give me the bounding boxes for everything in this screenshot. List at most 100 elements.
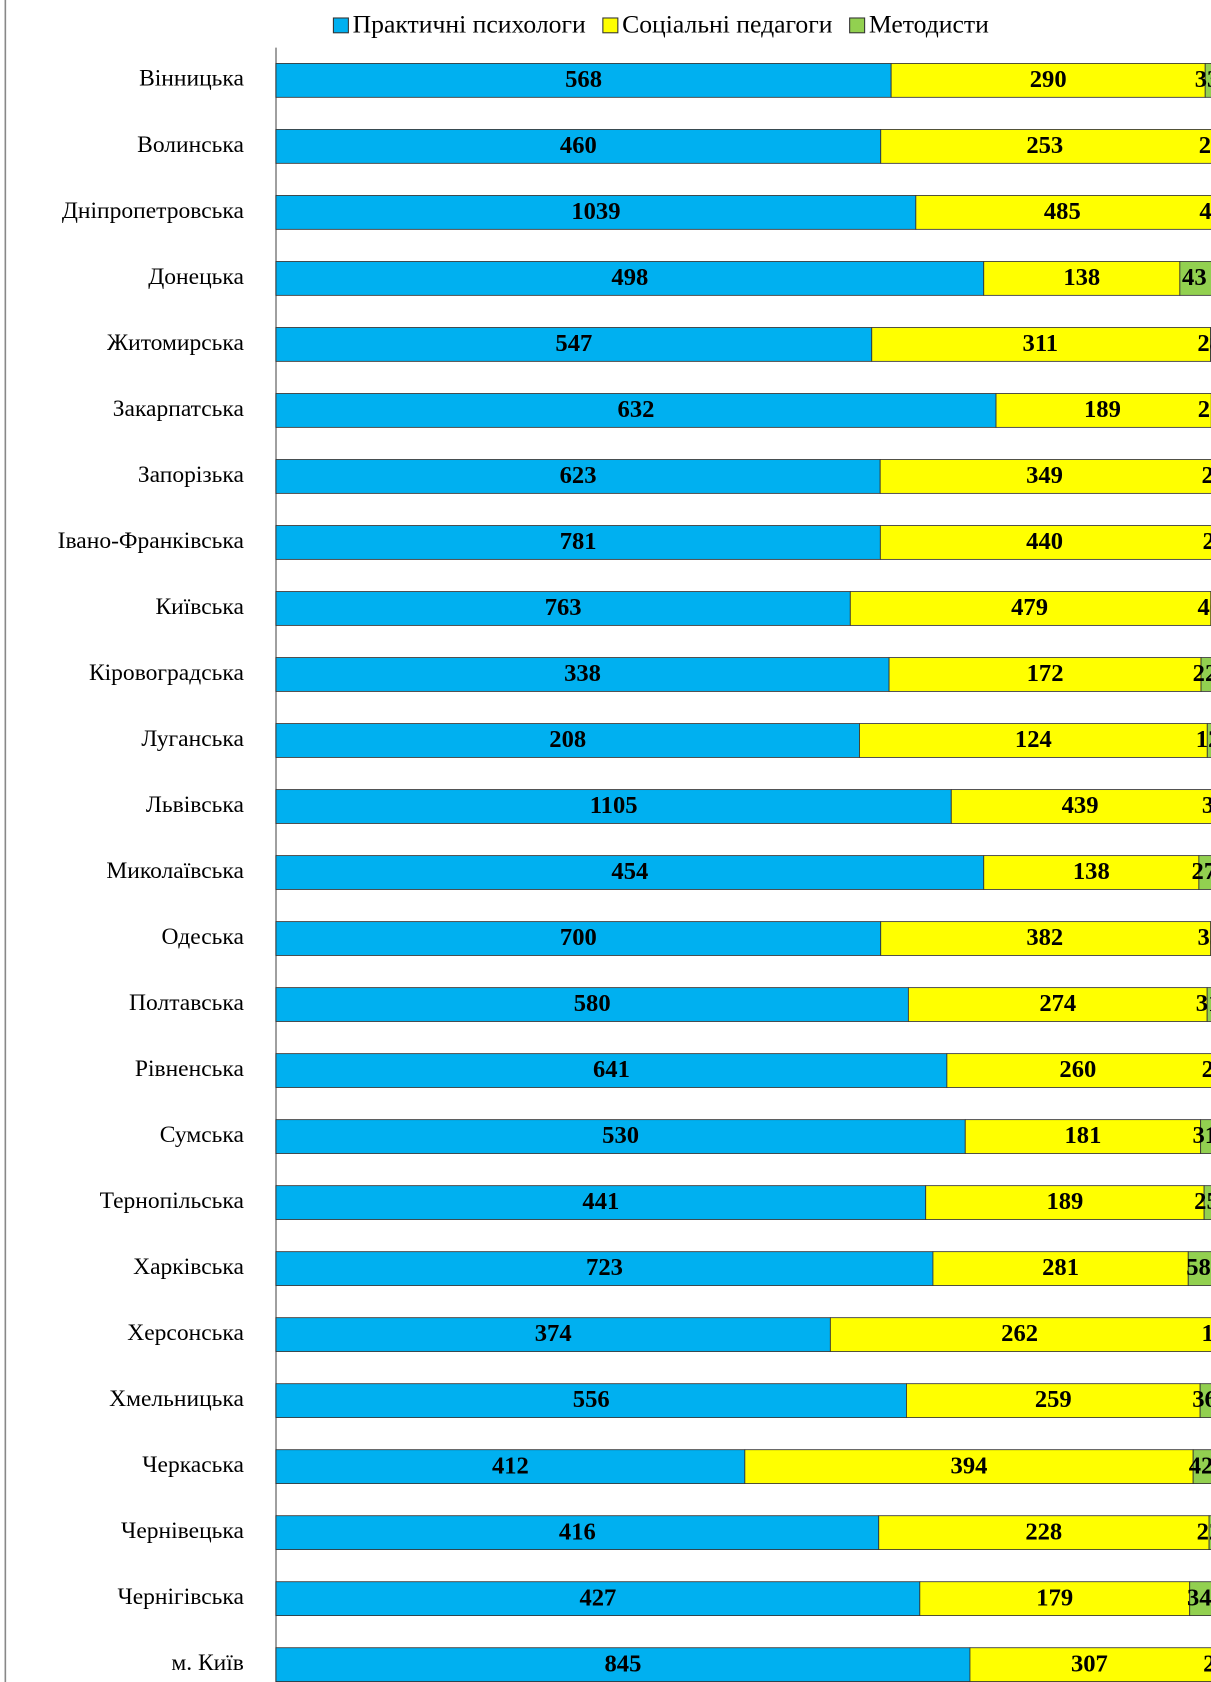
bar-segment: [1200, 657, 1211, 692]
data-label: 623: [560, 462, 597, 489]
category-label: Херсонська: [127, 1320, 244, 1346]
data-label: 43: [1199, 198, 1211, 225]
bar-segment: [1198, 855, 1211, 890]
bar-segment: [275, 1317, 831, 1352]
data-label: 568: [565, 66, 602, 93]
category-label: м. Київ: [171, 1650, 244, 1676]
bar-segment: [275, 921, 882, 956]
data-label: 700: [560, 924, 597, 951]
category-label: Черкаська: [142, 1452, 244, 1478]
data-label: 31: [1192, 1122, 1211, 1149]
data-label: 12: [1196, 726, 1211, 753]
category-label: Рівненська: [135, 1056, 245, 1082]
data-label: 723: [586, 1254, 623, 1281]
bar-segment: [969, 1647, 1211, 1682]
legend-swatch: [602, 17, 619, 34]
category-label: Хмельницька: [109, 1386, 244, 1412]
data-label: 23: [1203, 1650, 1211, 1677]
data-label: 34: [1187, 1584, 1211, 1611]
data-label: 138: [1063, 264, 1100, 291]
data-label: 22: [1197, 1518, 1211, 1545]
data-label: 26: [1203, 528, 1211, 555]
bar-segment: [946, 1053, 1211, 1088]
data-label: 40: [1198, 594, 1211, 621]
data-label: 547: [555, 330, 592, 357]
bar-segment: [907, 987, 1208, 1022]
data-label: 42: [1189, 1452, 1211, 1479]
data-label: 35: [1197, 924, 1211, 951]
data-label: 454: [611, 858, 648, 885]
data-label: 556: [573, 1386, 610, 1413]
bar-segment: [275, 1383, 907, 1418]
data-label: 25: [1194, 1188, 1211, 1215]
bar-segment: [275, 129, 882, 164]
legend-swatch: [332, 17, 349, 34]
data-label: 21: [1199, 132, 1211, 159]
category-label: Луганська: [141, 726, 244, 752]
bar-segment: [275, 1185, 927, 1220]
data-label: 138: [1073, 858, 1110, 885]
bar-segment: [880, 129, 1211, 164]
category-label: Миколаївська: [106, 858, 244, 884]
data-label: 580: [574, 990, 611, 1017]
bar-segment: [906, 1383, 1201, 1418]
data-label: 1105: [590, 792, 638, 819]
bar-segment: [879, 525, 1211, 560]
data-label: 27: [1192, 858, 1211, 885]
legend-label: Практичні психологи: [353, 9, 586, 38]
category-label: Львівська: [146, 792, 245, 818]
category-label: Чернігівська: [117, 1584, 244, 1610]
data-label: 259: [1035, 1386, 1072, 1413]
data-label: 382: [1026, 924, 1063, 951]
data-label: 172: [1027, 660, 1064, 687]
bar-segment: [1204, 63, 1211, 98]
data-label: 394: [951, 1452, 988, 1479]
data-label: 33: [1195, 66, 1211, 93]
data-label: 311: [1023, 330, 1059, 357]
bar-segment: [275, 327, 873, 362]
category-label: Закарпатська: [113, 396, 245, 422]
data-label: 124: [1015, 726, 1052, 753]
bar-segment: [275, 723, 860, 758]
data-label: 530: [602, 1122, 639, 1149]
bar-segment: [275, 63, 892, 98]
bar-segment: [275, 393, 997, 428]
data-label: 189: [1084, 396, 1121, 423]
legend-swatch: [849, 17, 866, 34]
bar-segment: [983, 261, 1181, 296]
data-label: 36: [1192, 1386, 1211, 1413]
data-label: 15: [1201, 1320, 1211, 1347]
data-label: 440: [1026, 528, 1063, 555]
bar-segment: [1206, 987, 1211, 1022]
category-label: Тернопільська: [100, 1188, 245, 1214]
bar-segment: [1206, 723, 1211, 758]
bar-segment: [964, 1119, 1202, 1154]
data-label: 58: [1186, 1254, 1211, 1281]
bar-segment: [275, 789, 952, 824]
data-label: 274: [1039, 990, 1076, 1017]
data-label: 260: [1059, 1056, 1096, 1083]
bar-segment: [849, 591, 1211, 626]
bar-segment: [878, 1515, 1210, 1550]
data-label: 632: [618, 396, 655, 423]
data-label: 439: [1062, 792, 1099, 819]
category-label: Кіровоградська: [89, 660, 245, 686]
bar-segment: [859, 723, 1208, 758]
bar-segment: [890, 63, 1206, 98]
data-label: 349: [1026, 462, 1063, 489]
category-label: Сумська: [160, 1122, 245, 1148]
bar-segment: [275, 987, 909, 1022]
data-label: 845: [605, 1650, 642, 1677]
bar-segment: [275, 195, 917, 230]
data-label: 21: [1202, 1056, 1211, 1083]
data-label: 181: [1065, 1122, 1102, 1149]
data-label: 427: [579, 1584, 616, 1611]
bar-segment: [1179, 261, 1211, 296]
bar-segment: [829, 1317, 1211, 1352]
data-label: 208: [549, 726, 586, 753]
bar-segment: [1208, 1515, 1211, 1550]
bar-segment: [995, 393, 1211, 428]
data-label: 281: [1042, 1254, 1079, 1281]
data-label: 374: [535, 1320, 572, 1347]
bar-segment: [915, 195, 1211, 230]
